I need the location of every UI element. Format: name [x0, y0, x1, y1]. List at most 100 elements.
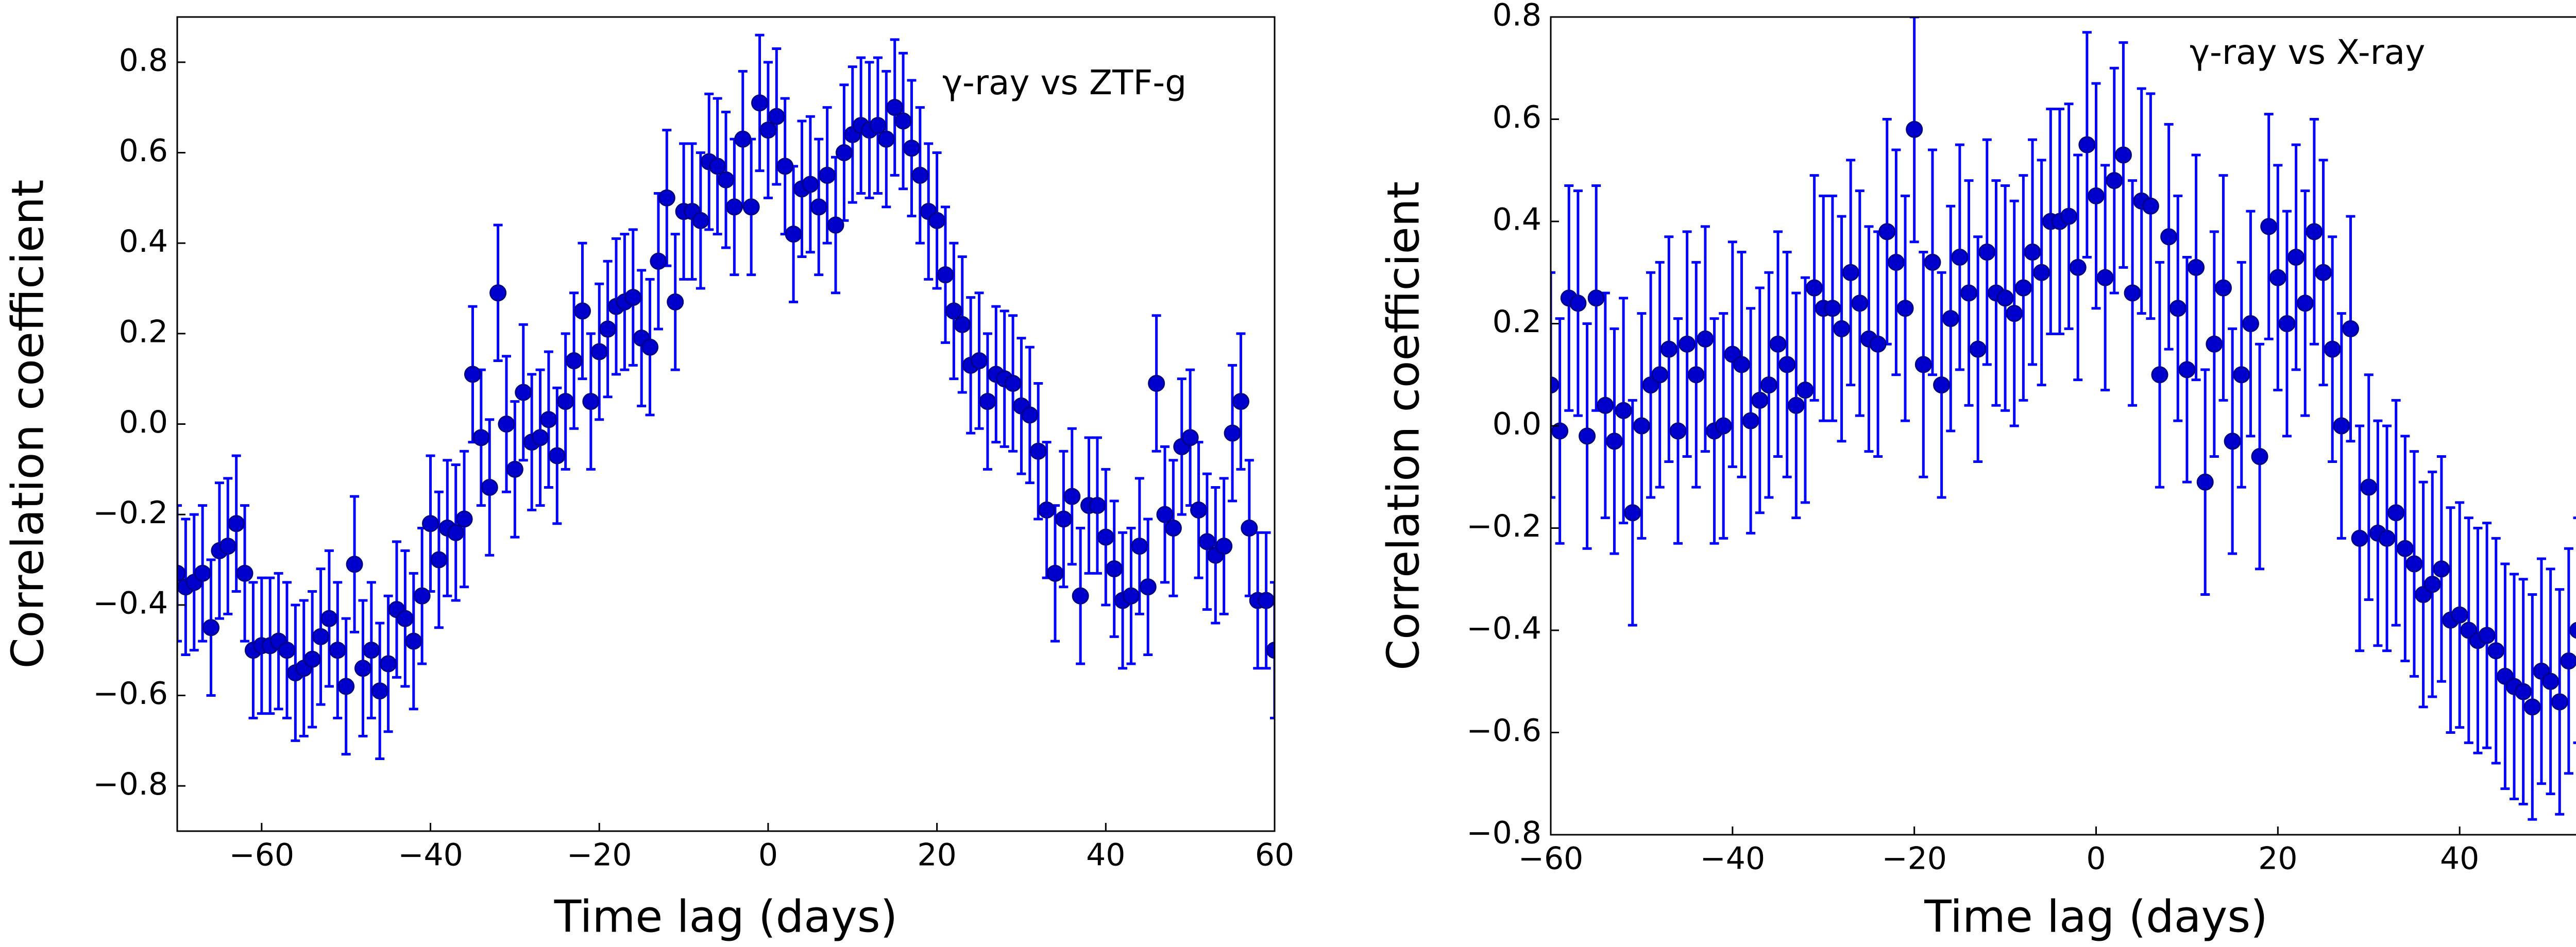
marker [2342, 320, 2359, 337]
marker [1933, 376, 1951, 394]
annotation: γ-ray vs ZTF-g [942, 63, 1187, 102]
marker [1089, 497, 1106, 514]
marker [911, 166, 929, 184]
y-tick-label: −0.4 [93, 585, 168, 621]
marker [2296, 295, 2314, 312]
x-axis-label: Time lag (days) [1924, 891, 2267, 942]
marker [979, 393, 996, 410]
y-tick-label: −0.4 [1466, 611, 1541, 647]
marker [2306, 223, 2323, 240]
marker [1797, 382, 1814, 399]
marker [312, 628, 330, 645]
marker [464, 366, 481, 383]
x-tick-label: 40 [1086, 837, 1125, 873]
marker [1924, 253, 1941, 271]
marker [954, 316, 971, 333]
marker [2433, 560, 2450, 578]
marker [481, 478, 498, 496]
marker [725, 198, 743, 216]
marker [742, 198, 760, 216]
marker [650, 252, 667, 270]
marker [2160, 228, 2178, 246]
marker [532, 429, 549, 446]
marker [2088, 187, 2105, 204]
y-tick-label: 0.8 [1493, 0, 1541, 33]
marker [1806, 279, 1823, 297]
marker [1778, 356, 1796, 373]
marker [1769, 335, 1787, 353]
marker [1156, 506, 1174, 523]
marker [1842, 264, 1859, 281]
marker [1131, 538, 1148, 555]
marker [877, 130, 895, 148]
marker [2278, 315, 2296, 332]
marker [2096, 269, 2114, 286]
x-tick-label: −20 [1882, 841, 1947, 877]
marker [1733, 356, 1750, 373]
marker [1029, 442, 1047, 460]
marker [903, 140, 920, 157]
marker [2214, 279, 2232, 297]
marker [971, 352, 988, 370]
marker [337, 678, 355, 695]
marker [2196, 473, 2214, 491]
marker [2242, 315, 2259, 332]
marker [1148, 374, 1165, 392]
marker [1624, 504, 1641, 522]
plot-area [177, 33, 1275, 760]
marker [2151, 366, 2168, 384]
marker [1106, 560, 1123, 578]
x-tick-label: 20 [2258, 841, 2297, 877]
y-tick-label: 0.6 [119, 133, 168, 169]
marker [1579, 427, 1596, 445]
marker [472, 429, 490, 446]
y-tick-label: −0.2 [93, 495, 168, 531]
y-tick-label: −0.2 [1466, 508, 1541, 544]
marker [1605, 433, 1623, 450]
marker [2206, 335, 2223, 353]
marker [1258, 592, 1275, 609]
marker [717, 171, 735, 188]
y-tick-label: −0.6 [1466, 713, 1541, 749]
marker [405, 632, 422, 650]
marker [1679, 335, 1696, 353]
x-tick-label: 20 [917, 837, 956, 873]
marker [810, 198, 827, 216]
marker [2315, 264, 2332, 281]
marker [1669, 422, 1687, 440]
marker [194, 564, 211, 582]
error-bar [1270, 581, 1275, 719]
marker [2478, 627, 2496, 644]
marker [371, 682, 388, 700]
marker [2451, 606, 2468, 624]
panel: −60−40−200204060−0.8−0.6−0.4−0.20.00.20.… [1378, 0, 2576, 942]
marker [759, 122, 777, 139]
marker [1190, 501, 1208, 519]
marker [1660, 340, 1677, 358]
plot-area [1551, 17, 2576, 821]
marker [1063, 488, 1081, 505]
marker [1232, 393, 1249, 410]
marker [1055, 510, 1072, 528]
marker [346, 556, 363, 573]
marker [1887, 253, 1905, 271]
marker [1687, 366, 1705, 384]
marker [557, 393, 574, 410]
error-bar [1551, 271, 1555, 499]
marker [573, 302, 591, 320]
marker [1978, 244, 1996, 261]
marker [506, 460, 523, 478]
marker [1046, 564, 1064, 582]
y-axis-label: Correlation coefficient [2, 180, 54, 669]
marker [2024, 244, 2041, 261]
marker [945, 302, 962, 320]
marker [1181, 429, 1199, 446]
marker [2487, 642, 2505, 660]
y-axis-label: Correlation coefficient [1378, 181, 1429, 670]
marker [599, 320, 617, 338]
marker [489, 284, 507, 302]
marker [2515, 683, 2532, 700]
marker [751, 94, 769, 112]
